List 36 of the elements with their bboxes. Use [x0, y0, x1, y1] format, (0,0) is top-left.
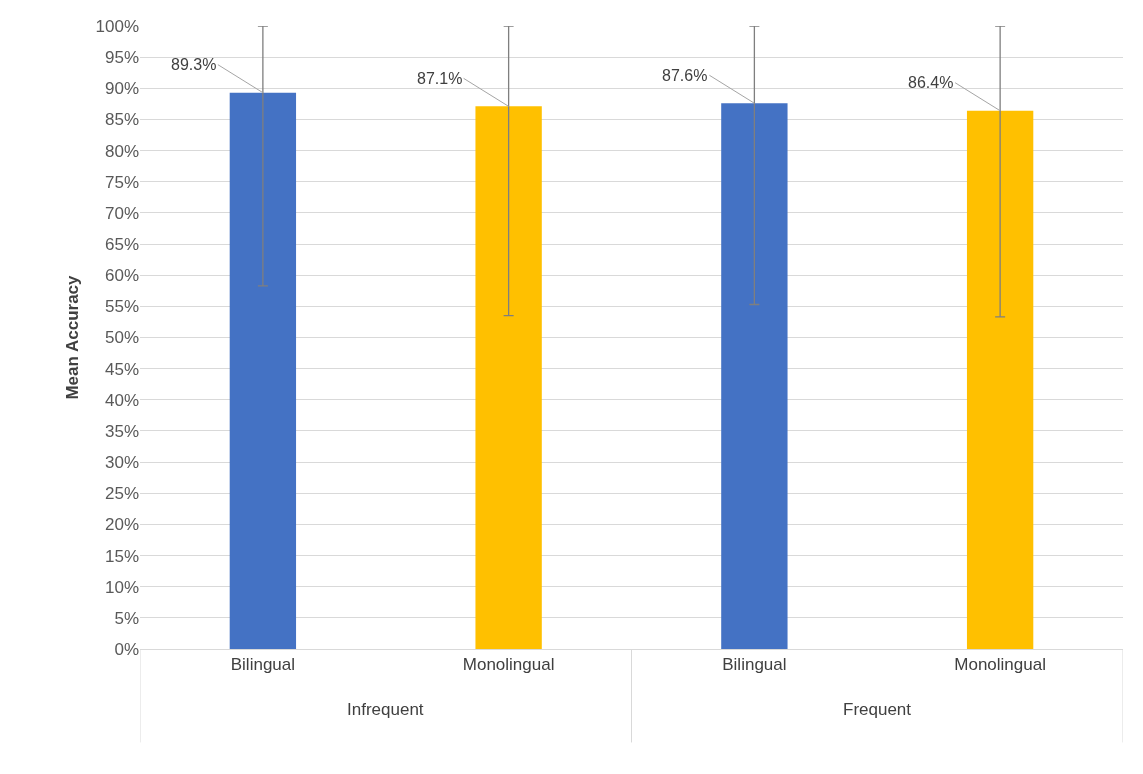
data-label: 87.1% — [417, 70, 463, 87]
y-tick-label: 5% — [114, 608, 139, 628]
x-tick-label: Monolingual — [462, 655, 555, 675]
y-tick-label: 35% — [104, 421, 139, 441]
text: Frequent — [843, 700, 912, 719]
y-tick-label: 95% — [104, 48, 139, 68]
x-tick-label: Bilingual — [722, 655, 787, 675]
y-tick-label: 80% — [104, 141, 139, 161]
data-label: 89.3% — [171, 56, 217, 73]
data-label: 86.4% — [908, 74, 954, 91]
y-tick-label: 85% — [104, 110, 139, 130]
y-tick-label: 0% — [114, 639, 139, 659]
bar — [229, 92, 297, 649]
y-tick-label: 30% — [104, 453, 139, 473]
x-tick-label: Bilingual — [230, 655, 296, 675]
y-tick-label: 10% — [104, 577, 139, 597]
y-tick-label: 25% — [104, 484, 139, 504]
y-tick-label: 55% — [104, 297, 139, 317]
y-tick-label: 15% — [104, 546, 139, 566]
y-tick-label: 20% — [104, 515, 139, 535]
text: Infrequent — [347, 700, 424, 719]
y-tick-label: 65% — [104, 235, 139, 254]
y-tick-label: 40% — [104, 390, 139, 410]
bar — [721, 103, 788, 649]
y-tick-label: 90% — [104, 79, 139, 99]
y-tick-label: 60% — [104, 266, 139, 286]
y-tick-label: 70% — [104, 203, 139, 223]
data-label: 87.6% — [662, 67, 708, 84]
y-tick-label: 100% — [95, 16, 139, 36]
y-tick-label: 50% — [104, 328, 139, 348]
y-tick-label: 45% — [104, 359, 139, 379]
bar — [966, 110, 1034, 649]
x-tick-label: Monolingual — [954, 655, 1046, 675]
y-axis-title: Mean Accuracy — [63, 274, 83, 400]
bar — [475, 106, 542, 649]
y-tick-label: 75% — [104, 172, 139, 192]
